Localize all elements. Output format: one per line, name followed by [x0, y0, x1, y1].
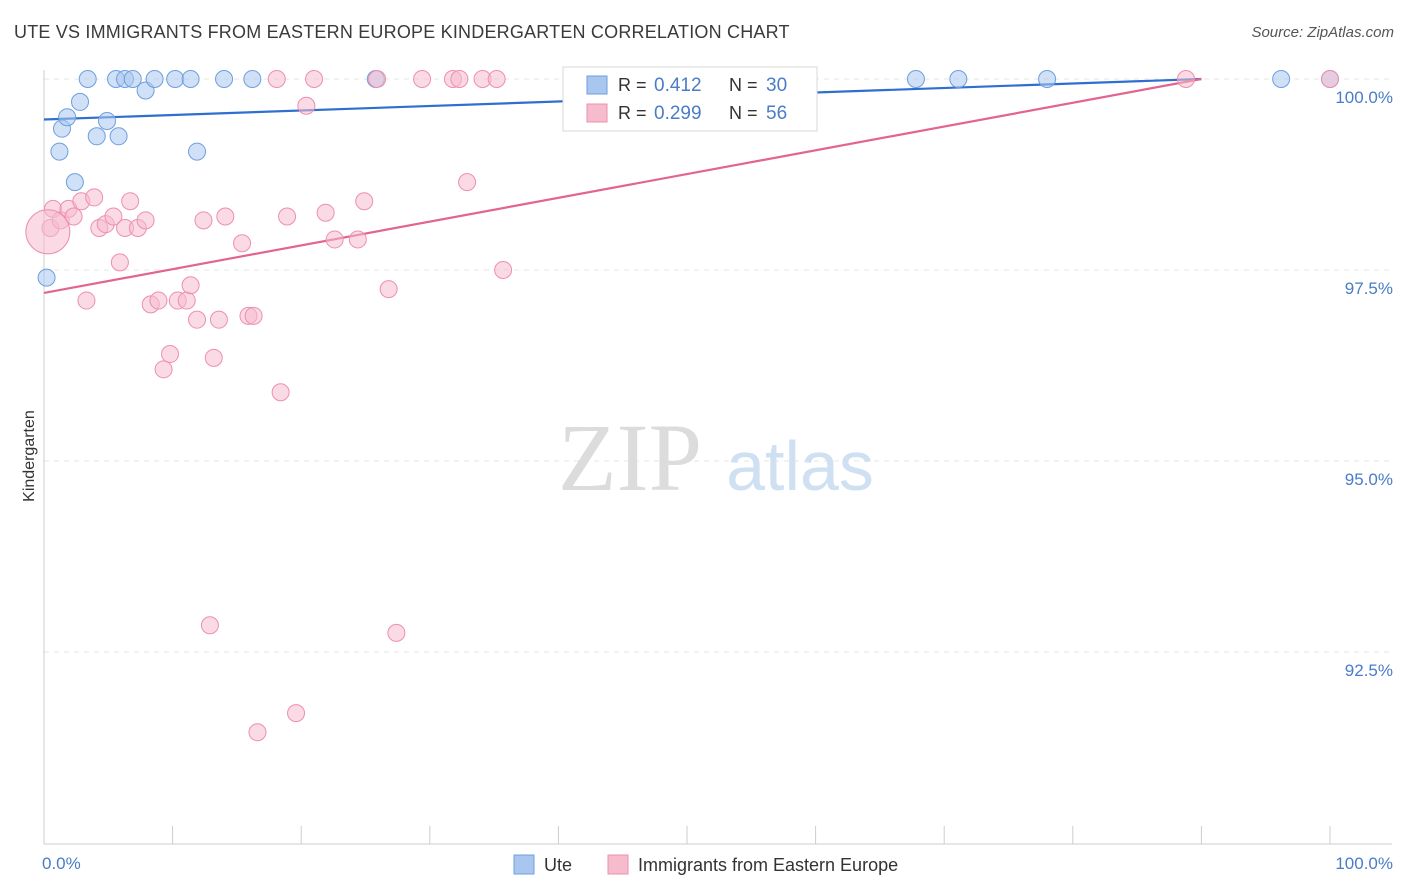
legend-r-label: R =: [618, 103, 647, 123]
watermark-atlas: atlas: [726, 427, 874, 505]
ute-point: [145, 70, 164, 88]
legend-n-label: N =: [729, 75, 758, 95]
legend-r-label: R =: [618, 75, 647, 95]
y-tick-label: 100.0%: [1335, 88, 1393, 107]
immigrant-point: [216, 207, 235, 226]
immigrant-point: [149, 291, 168, 310]
legend-n-value: 30: [766, 75, 787, 96]
immigrant-point: [494, 261, 513, 279]
x-tick-label: 0.0%: [42, 854, 81, 873]
immigrant-point: [181, 276, 200, 295]
immigrant-trend-line: [43, 77, 1202, 295]
tick-labels: 100.0% 97.5% 95.0% 92.5% 0.0% 100.0%: [42, 88, 1393, 873]
immigrant-point: [305, 70, 324, 88]
immigrant-point: [487, 70, 506, 88]
immigrant-point: [325, 230, 344, 249]
legend-bottom-swatch: [607, 854, 629, 875]
y-axis-label: Kindergarten: [21, 410, 38, 502]
immigrant-point: [413, 70, 432, 88]
immigrant-point: [200, 616, 219, 635]
immigrant-point: [188, 310, 207, 329]
immigrant-point: [244, 306, 263, 325]
y-tick-label: 97.5%: [1345, 279, 1393, 298]
ute-point: [123, 70, 142, 88]
legend-top-swatch: [586, 75, 608, 95]
legend-r-value: 0.299: [654, 103, 702, 124]
ute-point: [243, 70, 262, 88]
immigrant-point: [271, 383, 290, 402]
immigrant-point: [136, 211, 155, 230]
axes: [43, 70, 1392, 845]
source-note: Source: ZipAtlas.com: [1251, 24, 1394, 41]
immigrant-point: [278, 207, 297, 226]
legend-bottom-label: Immigrants from Eastern Europe: [638, 855, 898, 875]
ute-point: [37, 268, 56, 287]
ute-point: [71, 92, 90, 111]
immigrant-point: [194, 211, 213, 230]
ute-point: [65, 173, 84, 192]
immigrant-point: [355, 192, 374, 211]
watermark: ZIP atlas: [558, 404, 874, 511]
immigrant-point: [25, 209, 71, 255]
ute-point: [215, 70, 234, 88]
immigrant-point: [104, 207, 123, 226]
chart-title: UTE VS IMMIGRANTS FROM EASTERN EUROPE KI…: [14, 22, 790, 42]
immigrant-point: [316, 203, 335, 222]
legend-bottom-swatch: [513, 854, 535, 875]
legend-r-value: 0.412: [654, 75, 702, 96]
immigrant-point: [121, 192, 140, 211]
grid-lines: [44, 78, 1392, 653]
legend-bottom: Ute Immigrants from Eastern Europe: [513, 854, 898, 875]
immigrant-point: [1321, 70, 1339, 88]
immigrant-point: [161, 345, 180, 364]
immigrant-point: [110, 253, 129, 272]
immigrant-point: [450, 70, 469, 88]
watermark-zip: ZIP: [558, 404, 702, 511]
ute-point: [109, 127, 128, 146]
immigrant-point: [248, 723, 267, 742]
immigrant-point: [85, 188, 104, 207]
immigrant-point: [379, 280, 398, 299]
y-tick-label: 95.0%: [1345, 470, 1393, 489]
immigrant-point: [209, 310, 228, 329]
ute-point: [1272, 70, 1291, 88]
immigrant-point: [233, 234, 252, 253]
immigrant-point: [348, 230, 367, 249]
ute-point: [188, 142, 207, 161]
immigrant-point: [204, 348, 223, 367]
y-tick-label: 92.5%: [1345, 661, 1393, 680]
ute-point: [181, 70, 200, 88]
immigrant-point: [287, 704, 306, 723]
immigrant-point: [77, 291, 96, 310]
ute-point: [50, 142, 69, 161]
ute-point: [1038, 70, 1057, 88]
immigrant-point: [387, 623, 406, 642]
ute-point: [87, 127, 106, 146]
legend-top-swatch: [586, 103, 608, 123]
ute-point: [906, 70, 925, 88]
ute-point: [949, 70, 968, 88]
immigrant-point: [297, 96, 316, 115]
ute-point: [98, 112, 117, 131]
immigrant-point: [177, 291, 196, 310]
immigrant-point: [458, 173, 477, 192]
immigrant-point: [64, 207, 83, 226]
legend-n-value: 56: [766, 103, 787, 124]
legend-n-label: N =: [729, 103, 758, 123]
immigrant-point: [267, 70, 286, 88]
legend-bottom-label: Ute: [544, 855, 572, 875]
immigrant-point: [1176, 70, 1195, 88]
x-tick-label: 100.0%: [1335, 854, 1393, 873]
immigrant-point: [368, 70, 387, 88]
data-points: [25, 70, 1339, 742]
ute-point: [58, 108, 77, 127]
legend-top: R = 0.412 N = 30 R = 0.299 N = 56: [562, 66, 818, 132]
immigrant-point: [154, 360, 173, 379]
ute-point: [166, 70, 185, 88]
ute-point: [78, 70, 97, 88]
